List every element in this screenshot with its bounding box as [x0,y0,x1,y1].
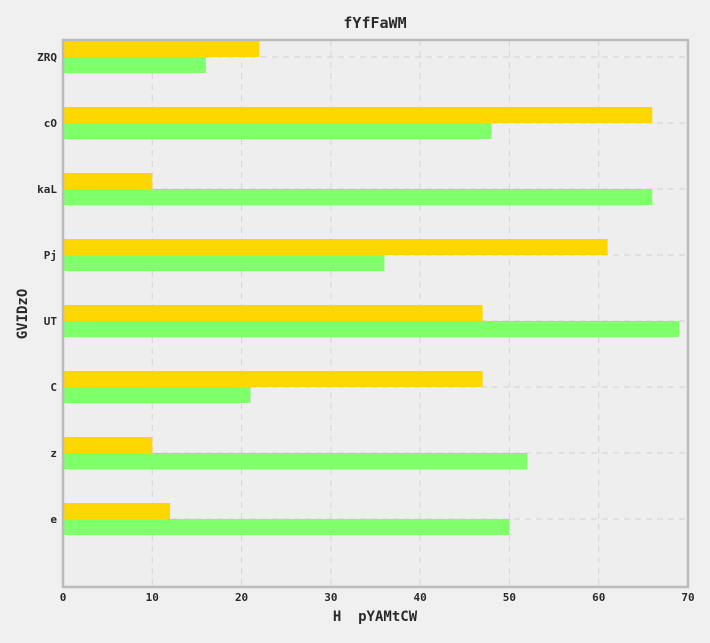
bar-z-series-1 [63,437,153,453]
x-tick-label: 20 [235,591,248,604]
x-tick-label: 40 [414,591,427,604]
x-tick-label: 0 [60,591,67,604]
y-axis-label: GVIDzO [15,289,31,340]
bar-C-series-2 [63,387,251,403]
bar-z-series-2 [63,453,528,469]
bar-cO-series-1 [63,107,653,123]
chart-title: fYfFaWM [343,14,406,32]
bar-C-series-1 [63,371,483,387]
tick-labels: 0 10 20 30 40 50 60 70 ZRQ cO kaL Pj UT Cz e [37,51,695,604]
y-tick-label: cO [44,117,58,130]
bar-Pj-series-2 [63,255,385,271]
bar-kaL-series-2 [63,189,653,205]
bar-Pj-series-1 [63,239,608,255]
bar-cO-series-2 [63,123,492,139]
plot-frame [61,38,690,589]
y-tick-label: kaL [37,183,57,196]
y-tick-label: z [50,447,57,460]
bar-e-series-1 [63,503,171,519]
x-tick-label: 10 [146,591,159,604]
y-tick-label: ZRQ [37,51,57,64]
y-tick-label: Pj [44,249,57,262]
bar-ZRQ-series-1 [63,41,260,57]
x-tick-label: 30 [324,591,337,604]
y-tick-label: e [50,513,57,526]
bar-ZRQ-series-2 [63,57,206,73]
bar-kaL-series-1 [63,173,153,189]
x-tick-label: 60 [592,591,605,604]
bars [63,41,680,535]
bar-UT-series-1 [63,305,483,321]
y-tick-label: UT [44,315,58,328]
x-axis-label: H pYAMtCW [333,609,418,625]
y-tick-label: C [50,381,57,394]
bar-e-series-2 [63,519,510,535]
x-tick-label: 70 [681,591,694,604]
x-tick-label: 50 [503,591,516,604]
bar-UT-series-2 [63,321,680,337]
